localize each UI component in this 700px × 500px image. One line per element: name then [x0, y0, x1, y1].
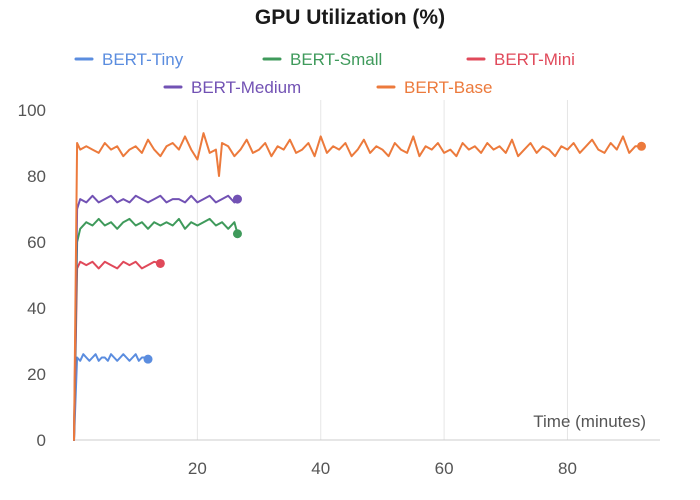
legend-item[interactable]: BERT-Tiny	[74, 50, 184, 69]
y-tick-label: 40	[27, 299, 46, 318]
series-line-bert-medium[interactable]	[73, 194, 239, 441]
legend-label: BERT-Tiny	[102, 50, 184, 69]
legend-item[interactable]: BERT-Base	[376, 78, 493, 97]
x-tick-label: 40	[311, 459, 330, 478]
x-tick-label: 80	[558, 459, 577, 478]
legend-label: BERT-Medium	[191, 78, 301, 97]
x-tick-label: 60	[435, 459, 454, 478]
y-tick-label: 100	[18, 101, 46, 120]
legend-label: BERT-Small	[290, 50, 382, 69]
legend-label: BERT-Base	[404, 78, 493, 97]
series-end-point-bert-medium[interactable]	[232, 194, 242, 204]
series-line-bert-tiny[interactable]	[73, 353, 149, 441]
series-end-point-bert-small[interactable]	[232, 229, 242, 239]
y-tick-label: 0	[37, 431, 46, 450]
y-tick-label: 20	[27, 365, 46, 384]
series-end-point-bert-base[interactable]	[636, 141, 646, 151]
y-tick-label: 80	[27, 167, 46, 186]
series-end-point-bert-tiny[interactable]	[143, 354, 153, 364]
series-layer	[73, 132, 646, 441]
x-tick-label: 20	[188, 459, 207, 478]
series-line-bert-small[interactable]	[73, 217, 239, 441]
series-line-bert-mini[interactable]	[73, 260, 162, 441]
series-end-point-bert-mini[interactable]	[155, 258, 165, 268]
legend-item[interactable]: BERT-Medium	[163, 78, 301, 97]
y-tick-label: 60	[27, 233, 46, 252]
y-axis-ticks: 0 20 40 60 80 100	[18, 101, 46, 450]
x-axis-ticks: 20 40 60 80	[188, 459, 577, 478]
legend-item[interactable]: BERT-Small	[262, 50, 382, 69]
series-line-bert-base[interactable]	[73, 132, 643, 441]
legend: BERT-Tiny BERT-Small BERT-Mini BERT-Medi…	[74, 50, 575, 97]
legend-label: BERT-Mini	[494, 50, 575, 69]
legend-item[interactable]: BERT-Mini	[466, 50, 575, 69]
x-axis-label: Time (minutes)	[533, 412, 646, 431]
chart-title: GPU Utilization (%)	[255, 6, 445, 29]
